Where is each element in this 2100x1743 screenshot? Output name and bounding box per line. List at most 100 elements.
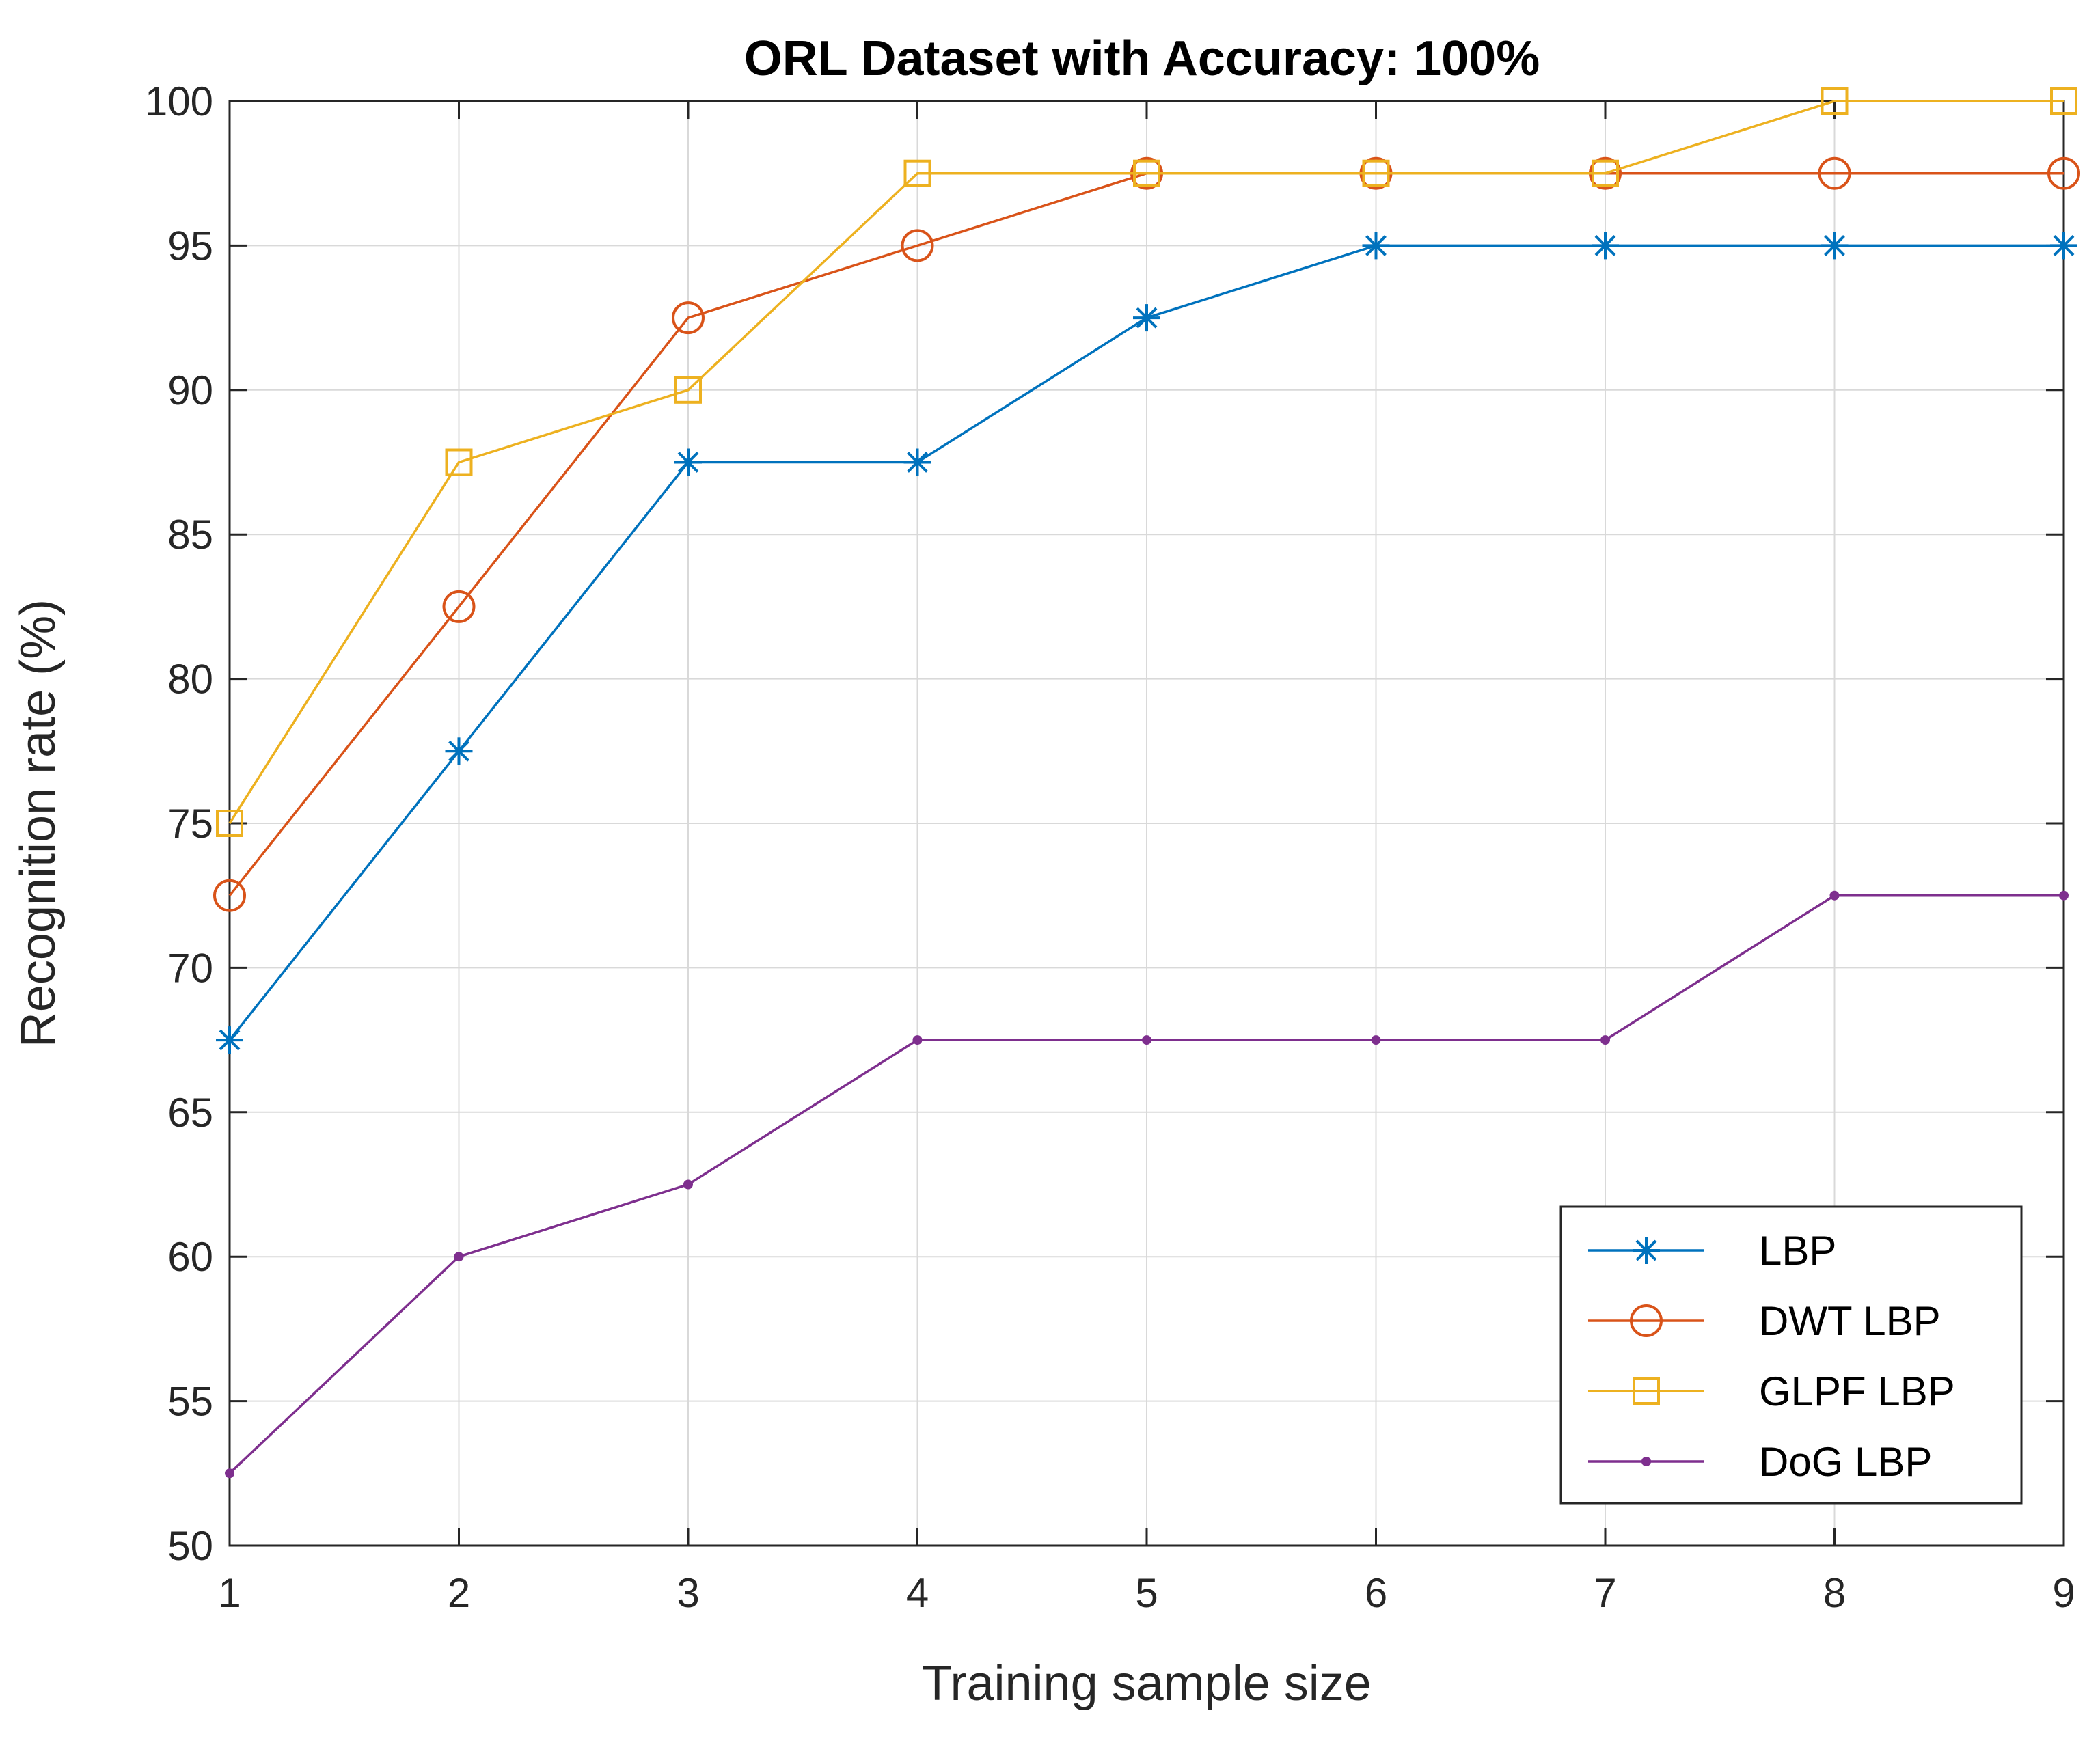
x-tick-label: 4 bbox=[906, 1570, 929, 1616]
point-marker bbox=[1829, 890, 1840, 901]
x-tick-label: 3 bbox=[677, 1570, 699, 1616]
y-tick-label: 75 bbox=[167, 801, 213, 847]
x-axis-title: Training sample size bbox=[922, 1656, 1372, 1711]
series-dog-lbp bbox=[225, 890, 2069, 1479]
data-point bbox=[442, 590, 476, 623]
data-point bbox=[445, 737, 473, 765]
data-point bbox=[1829, 890, 1840, 901]
legend-item: LBP bbox=[1588, 1228, 1836, 1274]
x-tick-label: 2 bbox=[448, 1570, 470, 1616]
data-point bbox=[445, 448, 473, 476]
legend-label: DoG LBP bbox=[1759, 1439, 1932, 1485]
data-point bbox=[1818, 156, 1851, 190]
point-marker bbox=[2059, 890, 2069, 901]
point-marker bbox=[1600, 1035, 1610, 1045]
asterisk-stroke bbox=[1365, 234, 1387, 256]
data-point bbox=[1362, 159, 1390, 187]
legend-label: DWT LBP bbox=[1759, 1298, 1941, 1344]
point-marker bbox=[1371, 1035, 1381, 1045]
legend-marker bbox=[1641, 1457, 1651, 1466]
legend-item: DoG LBP bbox=[1588, 1439, 1932, 1485]
legend-marker bbox=[1630, 1304, 1663, 1337]
data-point bbox=[1142, 1035, 1151, 1045]
asterisk-stroke bbox=[907, 452, 928, 473]
data-point bbox=[1133, 304, 1160, 332]
asterisk-stroke bbox=[677, 452, 699, 473]
circle-marker bbox=[1818, 156, 1851, 190]
square-marker bbox=[2050, 87, 2077, 115]
x-tick-label: 5 bbox=[1135, 1570, 1158, 1616]
y-tick-label: 90 bbox=[167, 368, 213, 413]
data-point bbox=[674, 448, 702, 476]
data-point bbox=[1600, 1035, 1610, 1045]
square-marker bbox=[445, 448, 473, 476]
data-point bbox=[2050, 232, 2077, 260]
square-marker bbox=[216, 810, 243, 837]
y-tick-label: 65 bbox=[167, 1090, 213, 1136]
data-point bbox=[1592, 159, 1619, 187]
point-marker bbox=[225, 1468, 234, 1479]
asterisk-stroke bbox=[1594, 234, 1616, 256]
square-marker bbox=[903, 159, 931, 187]
data-point bbox=[903, 159, 931, 187]
chart-title: ORL Dataset with Accuracy: 100% bbox=[744, 31, 1540, 86]
data-point bbox=[1133, 159, 1160, 187]
square-marker bbox=[1592, 159, 1619, 187]
circle-marker bbox=[442, 590, 476, 623]
asterisk-stroke bbox=[448, 740, 469, 762]
legend-item: GLPF LBP bbox=[1588, 1369, 1955, 1414]
square-marker bbox=[674, 376, 702, 404]
point-marker bbox=[1641, 1457, 1651, 1466]
legend-label: LBP bbox=[1759, 1228, 1836, 1274]
data-point bbox=[912, 1035, 923, 1045]
x-tick-label: 8 bbox=[1823, 1570, 1846, 1616]
x-tick-label: 1 bbox=[218, 1570, 241, 1616]
x-tick-label: 7 bbox=[1594, 1570, 1616, 1616]
data-point bbox=[674, 376, 702, 404]
data-point bbox=[1821, 87, 1849, 115]
y-tick-label: 70 bbox=[167, 945, 213, 991]
data-point bbox=[2050, 87, 2077, 115]
point-marker bbox=[454, 1252, 464, 1262]
asterisk-stroke bbox=[1824, 234, 1845, 256]
legend-marker bbox=[1633, 1237, 1660, 1264]
circle-marker bbox=[2047, 156, 2080, 190]
data-point bbox=[213, 879, 246, 912]
point-marker bbox=[912, 1035, 923, 1045]
circle-marker bbox=[901, 229, 934, 262]
asterisk-stroke bbox=[219, 1029, 241, 1051]
legend-item: DWT LBP bbox=[1588, 1298, 1941, 1344]
data-point bbox=[2047, 156, 2080, 190]
y-tick-label: 55 bbox=[167, 1379, 213, 1425]
data-point bbox=[225, 1468, 234, 1479]
series-group bbox=[213, 87, 2080, 1479]
y-tick-label: 100 bbox=[145, 79, 213, 124]
square-marker bbox=[1133, 159, 1160, 187]
point-marker bbox=[683, 1179, 693, 1190]
data-point bbox=[216, 1026, 243, 1054]
y-axis-title: Recognition rate (%) bbox=[11, 599, 66, 1047]
data-point bbox=[1371, 1035, 1381, 1045]
data-point bbox=[683, 1179, 693, 1190]
y-tick-label: 80 bbox=[167, 657, 213, 702]
point-marker bbox=[1142, 1035, 1151, 1045]
legend-marker bbox=[1633, 1377, 1660, 1405]
square-marker bbox=[1362, 159, 1390, 187]
series-line bbox=[228, 100, 2064, 824]
series-glpf-lbp bbox=[216, 87, 2077, 837]
data-point bbox=[1592, 232, 1619, 260]
data-point bbox=[903, 448, 931, 476]
asterisk-stroke bbox=[2053, 234, 2075, 256]
square-marker bbox=[1821, 87, 1849, 115]
legend: LBP DWT LBP GLPF LBP DoG LBP bbox=[1559, 1205, 2023, 1505]
square-marker bbox=[1633, 1377, 1660, 1405]
series-lbp bbox=[216, 232, 2077, 1054]
circle-marker bbox=[1630, 1304, 1663, 1337]
data-point bbox=[454, 1252, 464, 1262]
legend-box bbox=[1559, 1205, 2023, 1505]
y-tick-label: 85 bbox=[167, 512, 213, 558]
y-tick-label: 50 bbox=[167, 1523, 213, 1569]
data-point bbox=[901, 229, 934, 262]
data-point bbox=[672, 301, 705, 335]
